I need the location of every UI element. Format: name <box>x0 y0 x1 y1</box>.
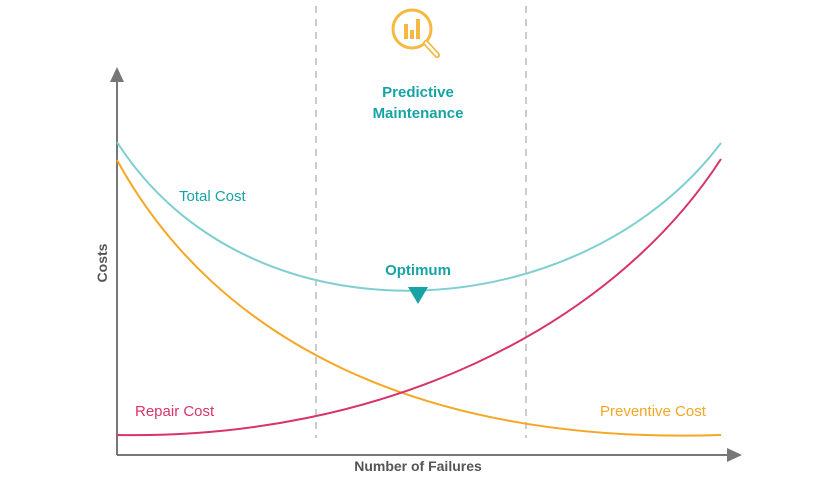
series-repair-cost-line <box>116 158 722 437</box>
triangle-down-icon <box>408 287 428 304</box>
preventive-cost-label: Preventive Cost <box>600 403 706 420</box>
x-axis-label: Number of Failures <box>354 458 482 474</box>
region-title-line-1: Predictive <box>382 84 454 101</box>
repair-cost-label: Repair Cost <box>135 403 215 420</box>
region-title: Predictive Maintenance <box>338 82 498 124</box>
optimum-label: Optimum <box>385 262 451 279</box>
magnifier-bar-chart-icon <box>391 8 440 58</box>
total-cost-label: Total Cost <box>179 188 246 205</box>
region-title-line-2: Maintenance <box>372 105 464 122</box>
y-axis-label: Costs <box>94 243 110 283</box>
y-axis-arrow <box>110 67 124 82</box>
series-preventive-cost-line <box>116 159 722 437</box>
x-axis-arrow <box>727 448 742 462</box>
